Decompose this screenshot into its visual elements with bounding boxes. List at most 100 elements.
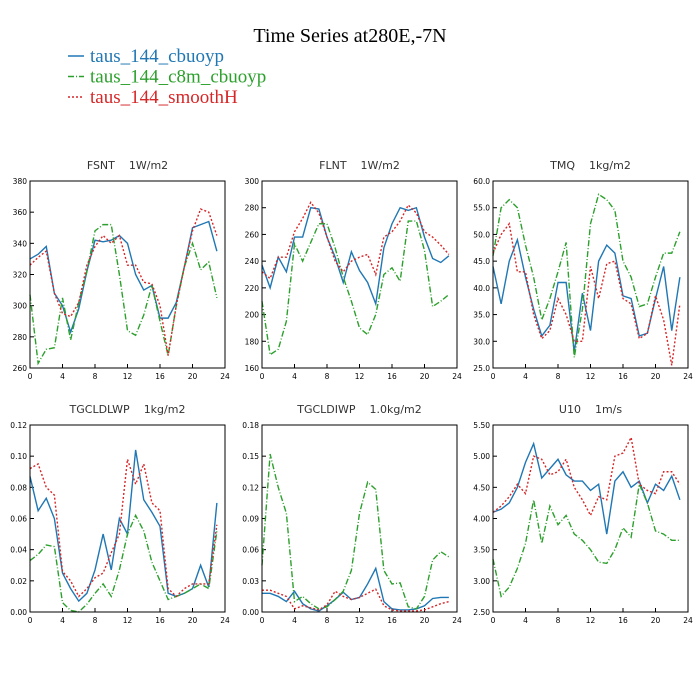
y-tick-label: 45.0 (473, 257, 490, 266)
x-tick-label: 16 (155, 616, 165, 625)
y-tick-label: 300 (13, 302, 28, 311)
series-line (29, 220, 218, 335)
y-tick-label: 0.09 (242, 515, 259, 524)
y-tick-label: 4.50 (473, 483, 490, 492)
x-tick-label: 20 (651, 372, 661, 381)
panel-units: 1kg/m2 (589, 159, 631, 172)
x-tick-label: 20 (651, 616, 661, 625)
x-tick-label: 0 (491, 616, 496, 625)
panel-variable: FLNT (319, 159, 347, 172)
x-tick-label: 0 (491, 372, 496, 381)
panel-title: U10 1m/s (559, 403, 622, 416)
series-line (29, 208, 218, 356)
x-tick-label: 24 (683, 616, 693, 625)
plot-frame (492, 424, 689, 613)
x-tick-label: 20 (420, 616, 430, 625)
panel-units: 1kg/m2 (144, 403, 186, 416)
x-tick-label: 24 (220, 372, 230, 381)
x-tick-label: 0 (260, 372, 265, 381)
x-tick-label: 24 (452, 616, 462, 625)
panel: U10 1m/s 2.50 3.00 3.50 4.00 4.50 5.00 5.50 0 4 8 12… (473, 403, 693, 625)
x-tick-label: 4 (292, 372, 297, 381)
x-tick-label: 8 (325, 372, 330, 381)
y-tick-label: 260 (13, 364, 28, 373)
panel-variable: TGCLDIWP (296, 403, 356, 416)
y-tick-label: 0.04 (10, 546, 27, 555)
panel-units: 1.0kg/m2 (370, 403, 422, 416)
y-tick-label: 0.10 (10, 452, 27, 461)
x-tick-label: 4 (292, 616, 297, 625)
x-tick-label: 8 (93, 372, 98, 381)
y-tick-label: 340 (13, 239, 28, 248)
x-tick-label: 20 (188, 616, 198, 625)
plot-frame (261, 180, 458, 369)
plot-frame (492, 180, 689, 369)
legend-label: taus_144_c8m_cbuoyp (90, 67, 266, 88)
y-tick-label: 240 (245, 257, 260, 266)
y-tick-label: 60.0 (473, 177, 490, 186)
x-tick-label: 0 (28, 372, 33, 381)
panel-title: FLNT 1W/m2 (319, 159, 400, 172)
x-tick-label: 8 (325, 616, 330, 625)
series-line (261, 220, 450, 356)
y-tick-label: 0.08 (10, 483, 27, 492)
panel-units: 1W/m2 (129, 159, 168, 172)
panel-title: TMQ 1kg/m2 (549, 159, 631, 172)
x-tick-label: 16 (618, 372, 628, 381)
panel-units: 1m/s (595, 403, 622, 416)
y-tick-label: 280 (13, 333, 28, 342)
series-line (492, 222, 681, 366)
y-tick-label: 300 (245, 177, 260, 186)
x-tick-label: 0 (260, 616, 265, 625)
y-tick-label: 0.18 (242, 421, 259, 430)
x-tick-label: 16 (618, 616, 628, 625)
y-tick-label: 3.50 (473, 546, 490, 555)
y-tick-label: 0.03 (242, 577, 259, 586)
panel: FLNT 1W/m2 160 180 200 220 240 260 280 300 0 4 8 12 16… (245, 159, 462, 381)
series-line (262, 588, 450, 612)
series-line (29, 459, 218, 598)
panel-variable: TMQ (549, 159, 575, 172)
y-tick-label: 3.00 (473, 577, 490, 586)
y-tick-label: 0.02 (10, 577, 27, 586)
x-tick-label: 12 (123, 372, 133, 381)
x-tick-label: 4 (60, 372, 65, 381)
panel-title: TGCLDLWP 1kg/m2 (69, 403, 186, 416)
x-tick-label: 16 (387, 616, 397, 625)
y-tick-label: 40.0 (473, 284, 490, 293)
series-line (262, 566, 449, 612)
y-tick-label: 0.00 (10, 608, 27, 617)
panel-variable: U10 (559, 403, 581, 416)
x-tick-label: 8 (93, 616, 98, 625)
panel-title: FSNT 1W/m2 (87, 159, 168, 172)
series-line (492, 193, 681, 358)
y-tick-label: 4.00 (473, 515, 490, 524)
x-tick-label: 16 (387, 372, 397, 381)
x-tick-label: 4 (60, 616, 65, 625)
x-tick-label: 24 (683, 372, 693, 381)
x-tick-label: 12 (355, 372, 365, 381)
y-tick-label: 0.06 (10, 515, 27, 524)
y-tick-label: 0.12 (10, 421, 27, 430)
panel: FSNT 1W/m2 260 280 300 320 340 360 380 0 4 8 12 16 20 2… (13, 159, 230, 381)
panel-variable: TGCLDLWP (69, 403, 131, 416)
panel-title: TGCLDIWP 1.0kg/m2 (296, 403, 422, 416)
plot-frame (261, 424, 458, 613)
y-tick-label: 35.0 (473, 311, 490, 320)
y-tick-label: 200 (245, 311, 260, 320)
y-tick-label: 2.50 (473, 608, 490, 617)
x-tick-label: 12 (355, 616, 365, 625)
y-tick-label: 320 (13, 271, 28, 280)
y-tick-label: 0.12 (242, 483, 259, 492)
y-tick-label: 30.0 (473, 337, 490, 346)
y-tick-label: 0.15 (242, 452, 259, 461)
x-tick-label: 24 (452, 372, 462, 381)
panel: TGCLDLWP 1kg/m2 0.00 0.02 0.04 0.06 0.08 0.10 0.… (10, 403, 230, 625)
panel-variable: FSNT (87, 159, 115, 172)
y-tick-label: 360 (13, 208, 28, 217)
y-tick-label: 55.0 (473, 204, 490, 213)
y-tick-label: 160 (245, 364, 260, 373)
panel-units: 1W/m2 (361, 159, 400, 172)
legend-label: taus_144_smoothH (90, 87, 238, 108)
